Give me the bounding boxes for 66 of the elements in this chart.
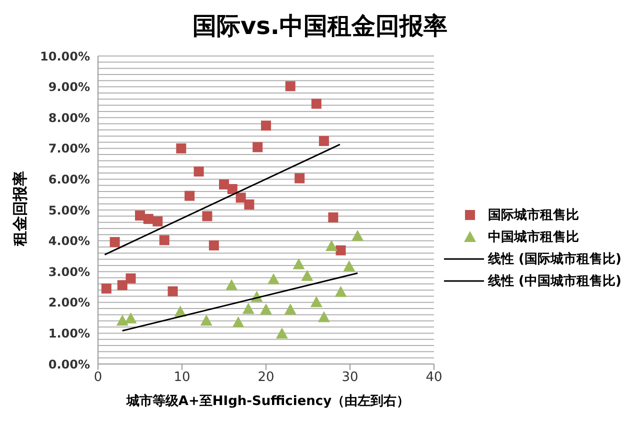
point: [236, 192, 246, 203]
legend-label: 中国城市租售比: [488, 228, 579, 246]
y-tick-label: 7.00%: [48, 142, 90, 156]
x-tick-label: 10: [174, 370, 190, 386]
point: [152, 216, 163, 226]
point: [219, 179, 229, 190]
point: [124, 312, 137, 324]
point: [268, 273, 280, 284]
y-tick-label: 10.00%: [40, 49, 90, 64]
point: [159, 235, 170, 246]
point: [352, 230, 364, 241]
point: [126, 273, 136, 284]
point: [285, 81, 296, 92]
point: [318, 311, 330, 322]
point: [334, 286, 347, 297]
x-tick-label: 0: [94, 370, 102, 386]
point: [260, 303, 272, 314]
point: [328, 212, 338, 222]
legend-label: 线性 (国际城市租售比): [488, 250, 622, 268]
point: [261, 120, 271, 131]
x-tick-label: 40: [426, 370, 442, 386]
point: [168, 286, 178, 296]
point: [326, 240, 338, 252]
point: [242, 302, 254, 314]
y-tick-label: 1.00%: [48, 326, 90, 340]
x-tick-label: 30: [342, 370, 358, 386]
y-tick-label: 4.00%: [48, 234, 90, 248]
point: [244, 199, 254, 210]
point: [194, 166, 204, 176]
y-tick-label: 0.00%: [48, 357, 90, 372]
point: [318, 136, 329, 146]
y-tick-label: 8.00%: [48, 110, 90, 125]
point: [200, 314, 212, 326]
point: [336, 245, 346, 256]
y-tick-label: 2.00%: [48, 296, 90, 310]
x-axis-title: 城市等级A+至HIgh-Sufficiency（由左到右）: [125, 392, 411, 410]
y-tick-label: 5.00%: [48, 203, 90, 218]
point: [116, 314, 128, 326]
point: [311, 98, 322, 109]
legend-label: 国际城市租售比: [488, 206, 579, 224]
point: [343, 260, 356, 272]
point: [208, 240, 219, 250]
point: [202, 211, 212, 222]
point: [176, 143, 186, 154]
point: [276, 328, 288, 339]
point: [227, 184, 238, 194]
point: [294, 173, 305, 184]
y-axis-title: 租金回报率: [10, 170, 30, 246]
point: [310, 296, 322, 308]
point: [110, 237, 120, 248]
point: [301, 270, 314, 281]
y-tick-label: 9.00%: [48, 80, 90, 94]
point: [184, 190, 195, 201]
point: [252, 142, 263, 152]
point: [232, 316, 244, 328]
point: [135, 210, 145, 221]
y-tick-label: 6.00%: [48, 172, 90, 186]
point: [117, 280, 128, 290]
y-tick-label: 3.00%: [48, 264, 90, 279]
x-tick-label: 20: [258, 370, 274, 386]
point: [292, 258, 305, 270]
chart-title: 国际vs.中国租金回报率: [191, 11, 449, 42]
point: [101, 284, 112, 294]
legend-label: 线性 (中国城市租售比): [488, 272, 622, 290]
point: [284, 303, 296, 314]
point: [226, 279, 238, 290]
